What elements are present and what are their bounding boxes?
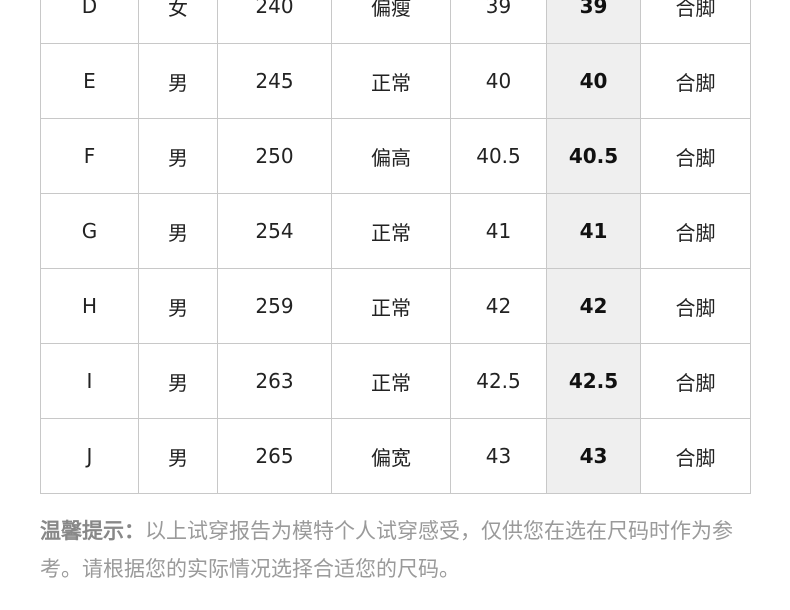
cell-fit: 合脚	[640, 343, 751, 419]
cell-model: E	[40, 43, 139, 119]
cell-foot-length: 240	[217, 0, 332, 44]
cell-fit: 合脚	[640, 418, 751, 494]
cell-foot-length: 265	[217, 418, 332, 494]
cell-foot-type: 正常	[331, 268, 451, 344]
cell-tried-size: 42.5	[546, 343, 641, 419]
cell-model: I	[40, 343, 139, 419]
cell-foot-length: 245	[217, 43, 332, 119]
cell-gender: 男	[138, 193, 218, 269]
table-row: E 男 245 正常 40 40 合脚	[40, 43, 751, 119]
cell-foot-type: 正常	[331, 43, 451, 119]
table-row: J 男 265 偏宽 43 43 合脚	[40, 418, 751, 494]
cell-fit: 合脚	[640, 118, 751, 194]
cell-foot-length: 250	[217, 118, 332, 194]
cell-model: H	[40, 268, 139, 344]
cell-gender: 男	[138, 118, 218, 194]
cell-foot-type: 正常	[331, 193, 451, 269]
cell-gender: 男	[138, 418, 218, 494]
cell-usual-size: 42	[450, 268, 547, 344]
tip-note: 温馨提示：以上试穿报告为模特个人试穿感受，仅供您在选在尺码时作为参考。请根据您的…	[40, 512, 760, 588]
cell-model: G	[40, 193, 139, 269]
table-row: G 男 254 正常 41 41 合脚	[40, 193, 751, 269]
cell-usual-size: 43	[450, 418, 547, 494]
cell-tried-size: 41	[546, 193, 641, 269]
cell-tried-size: 42	[546, 268, 641, 344]
cell-gender: 男	[138, 268, 218, 344]
cell-foot-length: 263	[217, 343, 332, 419]
cell-tried-size: 39	[546, 0, 641, 44]
cell-usual-size: 39	[450, 0, 547, 44]
cell-foot-type: 偏高	[331, 118, 451, 194]
cell-gender: 男	[138, 43, 218, 119]
cell-fit: 合脚	[640, 193, 751, 269]
cell-fit: 合脚	[640, 0, 751, 44]
tip-label: 温馨提示：	[40, 519, 145, 543]
cell-usual-size: 42.5	[450, 343, 547, 419]
cell-fit: 合脚	[640, 268, 751, 344]
cell-gender: 男	[138, 343, 218, 419]
size-report-table: D 女 240 偏瘦 39 39 合脚 E 男 245 正常 40 40 合脚 F 男 250 偏高 40.5 40.…	[40, 0, 751, 494]
cell-model: D	[40, 0, 139, 44]
cell-tried-size: 43	[546, 418, 641, 494]
cell-foot-length: 259	[217, 268, 332, 344]
cell-fit: 合脚	[640, 43, 751, 119]
cell-foot-type: 偏瘦	[331, 0, 451, 44]
cell-usual-size: 40	[450, 43, 547, 119]
cell-foot-type: 正常	[331, 343, 451, 419]
cell-usual-size: 40.5	[450, 118, 547, 194]
cell-foot-type: 偏宽	[331, 418, 451, 494]
tip-text: 以上试穿报告为模特个人试穿感受，仅供您在选在尺码时作为参考。请根据您的实际情况选…	[40, 519, 733, 581]
cell-usual-size: 41	[450, 193, 547, 269]
cell-tried-size: 40.5	[546, 118, 641, 194]
cell-model: J	[40, 418, 139, 494]
table-row: D 女 240 偏瘦 39 39 合脚	[40, 0, 751, 44]
table-row: H 男 259 正常 42 42 合脚	[40, 268, 751, 344]
table-row: F 男 250 偏高 40.5 40.5 合脚	[40, 118, 751, 194]
cell-model: F	[40, 118, 139, 194]
cell-gender: 女	[138, 0, 218, 44]
table-row: I 男 263 正常 42.5 42.5 合脚	[40, 343, 751, 419]
cell-tried-size: 40	[546, 43, 641, 119]
cell-foot-length: 254	[217, 193, 332, 269]
